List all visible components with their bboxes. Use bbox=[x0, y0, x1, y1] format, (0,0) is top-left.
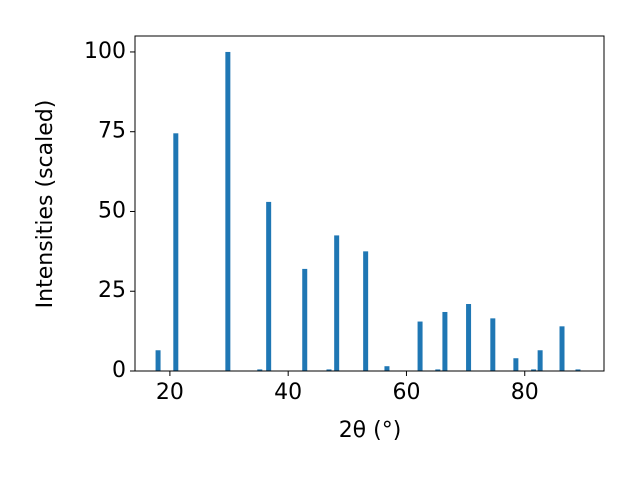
bar bbox=[559, 326, 565, 371]
bar bbox=[531, 369, 537, 371]
y-axis-label: Intensities (scaled) bbox=[33, 100, 58, 309]
y-tick-label: 75 bbox=[98, 119, 126, 144]
bar bbox=[417, 321, 423, 371]
x-tick-label: 80 bbox=[511, 380, 539, 405]
bar bbox=[155, 350, 161, 371]
x-axis-label: 2θ (°) bbox=[339, 418, 402, 443]
y-tick-label: 0 bbox=[112, 358, 126, 383]
bar bbox=[302, 268, 308, 371]
x-tick-label: 40 bbox=[274, 380, 302, 405]
bar bbox=[435, 369, 441, 371]
bar bbox=[334, 235, 340, 371]
bar bbox=[537, 350, 543, 371]
y-tick-label: 25 bbox=[98, 278, 126, 303]
bar bbox=[384, 366, 390, 371]
y-tick-label: 100 bbox=[84, 39, 126, 64]
bar bbox=[363, 251, 369, 371]
plot-frame bbox=[134, 35, 605, 372]
bar bbox=[513, 358, 519, 371]
bar bbox=[225, 51, 231, 371]
x-tick-label: 20 bbox=[156, 380, 184, 405]
bar bbox=[173, 133, 179, 371]
bar bbox=[326, 369, 332, 371]
bar bbox=[442, 311, 448, 371]
bar bbox=[266, 201, 272, 371]
bar bbox=[490, 318, 496, 371]
bar bbox=[257, 369, 263, 371]
y-tick-label: 50 bbox=[98, 198, 126, 223]
bar bbox=[575, 369, 581, 371]
x-tick-label: 60 bbox=[392, 380, 420, 405]
bar bbox=[466, 304, 472, 371]
